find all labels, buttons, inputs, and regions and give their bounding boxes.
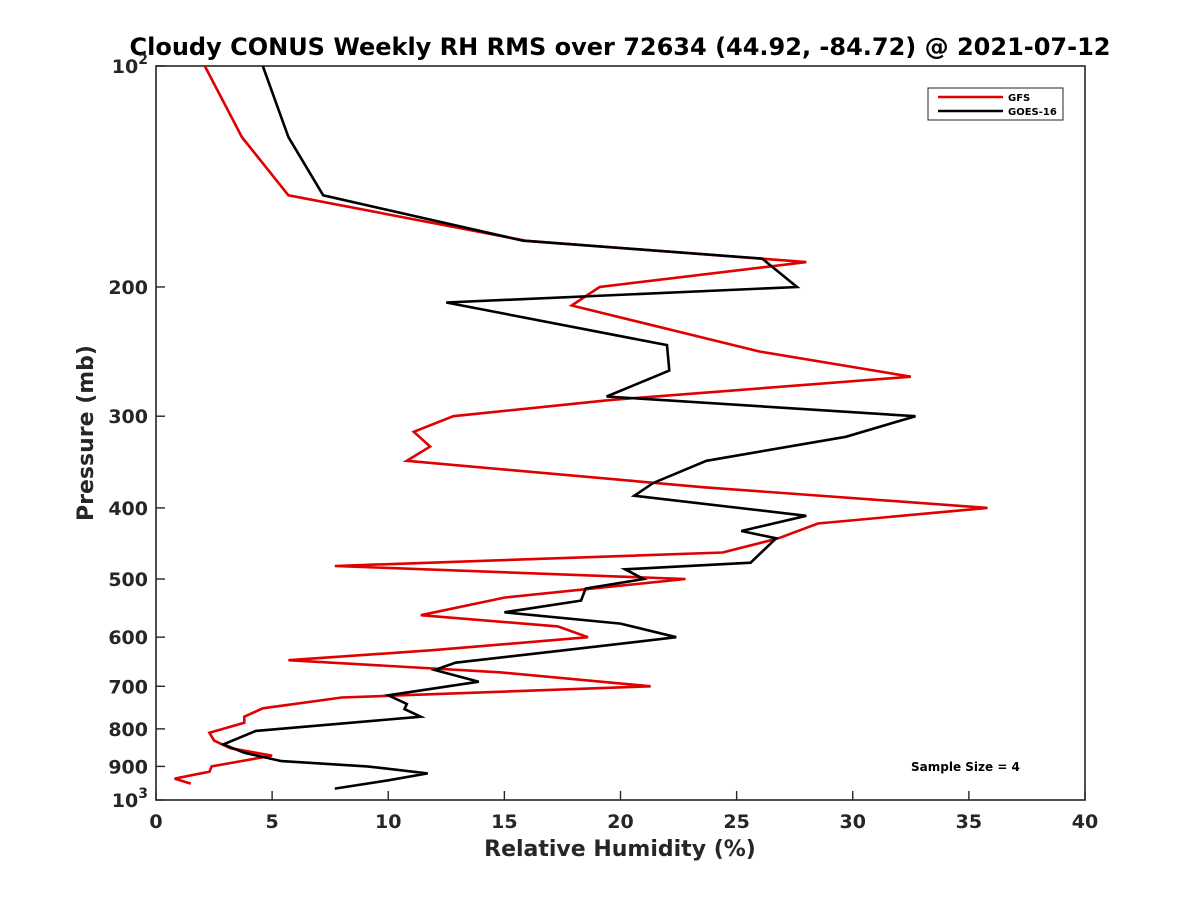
legend-items: GFS GOES-16 bbox=[938, 93, 1057, 118]
x-tick-label: 35 bbox=[956, 811, 982, 833]
legend-entry-label: GOES-16 bbox=[1008, 107, 1057, 118]
x-tick-label: 25 bbox=[723, 811, 749, 833]
plot-area: 0 5 10 15 20 25 30 35 40 102 200 300 400 500 600 700 80… bbox=[108, 52, 1098, 833]
legend-entry-label: GFS bbox=[1008, 93, 1030, 104]
y-tick-label: 102 bbox=[112, 52, 148, 78]
y-tick-label: 500 bbox=[108, 569, 148, 591]
y-tick-label: 400 bbox=[108, 498, 148, 520]
y-tick-label: 800 bbox=[108, 719, 148, 741]
x-tick-label: 30 bbox=[840, 811, 866, 833]
y-tick-label: 600 bbox=[108, 627, 148, 649]
y-axis-label: Pressure (mb) bbox=[74, 345, 99, 521]
plot-frame bbox=[155, 65, 1086, 801]
x-tick-label: 40 bbox=[1072, 811, 1098, 833]
x-tick-label: 0 bbox=[149, 811, 162, 833]
x-tick-label: 5 bbox=[266, 811, 279, 833]
legend-box bbox=[927, 87, 1064, 121]
legend: GFS GOES-16 bbox=[927, 87, 1064, 121]
x-tick-label: 10 bbox=[375, 811, 401, 833]
x-axis-ticks: 0 5 10 15 20 25 30 35 40 bbox=[149, 791, 1098, 833]
y-axis-ticks: 102 200 300 400 500 600 700 800 900 103 bbox=[108, 52, 165, 812]
y-tick-label: 900 bbox=[108, 756, 148, 778]
x-tick-label: 15 bbox=[491, 811, 517, 833]
sample-size-annotation: Sample Size = 4 bbox=[911, 760, 1020, 774]
series-line-goes-16 bbox=[219, 65, 916, 790]
y-tick-label: 300 bbox=[108, 406, 148, 428]
x-axis-label: Relative Humidity (%) bbox=[484, 837, 756, 862]
x-tick-label: 20 bbox=[607, 811, 633, 833]
chart-title: Cloudy CONUS Weekly RH RMS over 72634 (4… bbox=[130, 33, 1111, 61]
series-line-gfs bbox=[174, 65, 988, 785]
series-layer bbox=[174, 65, 988, 790]
y-tick-label: 103 bbox=[112, 786, 148, 812]
y-tick-label: 700 bbox=[108, 676, 148, 698]
y-tick-label: 200 bbox=[108, 277, 148, 299]
